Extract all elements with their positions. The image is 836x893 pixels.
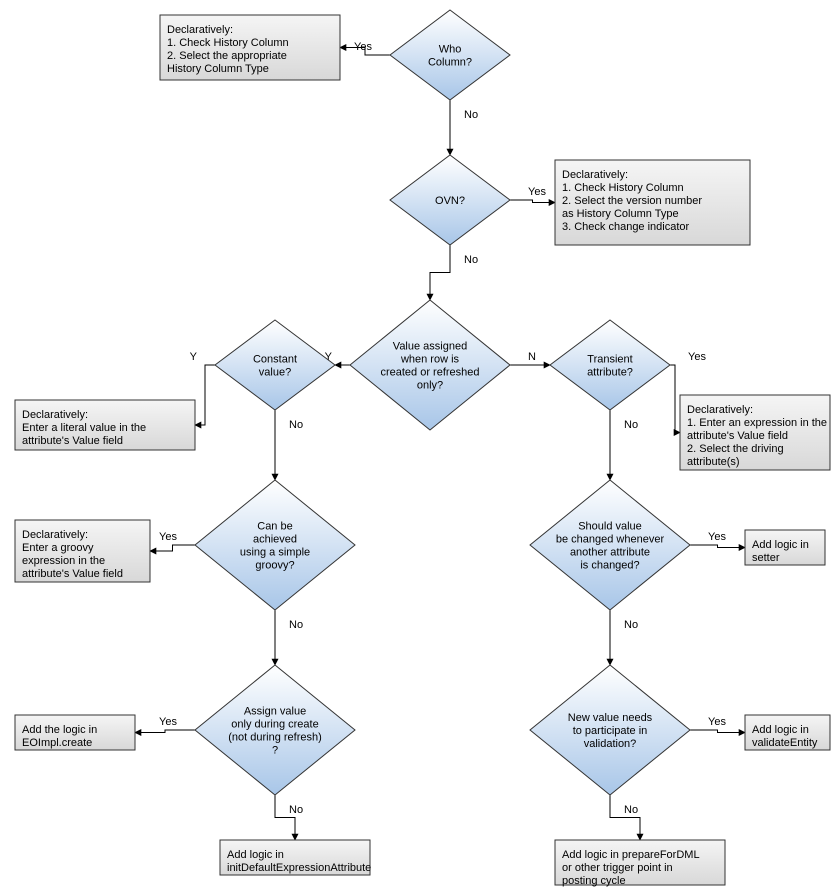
decision-label: Column? <box>428 57 472 69</box>
edge <box>690 730 745 733</box>
decision-label: Can be <box>257 521 292 533</box>
action-label: 1. Check History Column <box>562 182 684 194</box>
decision-label: achieved <box>253 534 297 546</box>
decision-label: only? <box>417 380 443 392</box>
decision-label: using a simple <box>240 547 310 559</box>
action-label: or other trigger point in <box>562 862 673 874</box>
edge <box>275 795 295 840</box>
decision-label: Constant <box>253 354 297 366</box>
decision-label: (not during refresh) <box>228 732 322 744</box>
edge-label: Yes <box>159 716 177 728</box>
edge <box>195 365 215 425</box>
action-label: Declaratively: <box>687 404 753 416</box>
decision-label: value? <box>259 367 291 379</box>
decision-label: created or refreshed <box>380 367 479 379</box>
decision-label: Should value <box>578 521 642 533</box>
action-label: 2. Select the driving <box>687 443 784 455</box>
edge <box>670 365 680 433</box>
edge-label: No <box>289 804 303 816</box>
decision-label: validation? <box>584 738 637 750</box>
action-label: History Column Type <box>167 63 269 75</box>
action-label: 2. Select the appropriate <box>167 50 287 62</box>
decision-label: Who <box>439 44 462 56</box>
decision-label: OVN? <box>435 195 465 207</box>
action-label: Add logic in <box>752 539 809 551</box>
action-label: as History Column Type <box>562 208 679 220</box>
decision-label: New value needs <box>568 712 653 724</box>
action-label: validateEntity <box>752 737 818 749</box>
decision-label: Value assigned <box>393 341 467 353</box>
edge-label: Yes <box>708 716 726 728</box>
action-label: attribute's Value field <box>22 435 123 447</box>
decision-label: be changed whenever <box>556 534 665 546</box>
action-label: Enter a groovy <box>22 542 94 554</box>
edge-label: Yes <box>528 186 546 198</box>
decision-label: only during create <box>231 719 318 731</box>
action-label: attribute's Value field <box>22 568 123 580</box>
edge-label: No <box>624 804 638 816</box>
edge-label: No <box>289 419 303 431</box>
edge-label: No <box>624 419 638 431</box>
action-label: Add logic in <box>752 724 809 736</box>
action-label: 2. Select the version number <box>562 195 702 207</box>
edge-label: No <box>289 619 303 631</box>
action-label: 1. Check History Column <box>167 37 289 49</box>
action-label: attribute(s) <box>687 456 740 468</box>
edge <box>610 795 640 840</box>
action-label: EOImpl.create <box>22 737 92 749</box>
decision-label: groovy? <box>255 560 294 572</box>
edge-label: Yes <box>354 41 372 53</box>
edge-label: No <box>464 109 478 121</box>
action-label: Add the logic in <box>22 724 97 736</box>
edge-label: No <box>464 254 478 266</box>
action-label: Declaratively: <box>22 409 88 421</box>
action-label: posting cycle <box>562 875 626 887</box>
action-label: Declaratively: <box>562 169 628 181</box>
decision-label: Transient <box>587 354 632 366</box>
action-label: 3. Check change indicator <box>562 221 690 233</box>
action-label: expression in the <box>22 555 105 567</box>
action-label: Add logic in <box>227 849 284 861</box>
edge <box>135 730 195 733</box>
action-label: Add logic in prepareForDML <box>562 849 700 861</box>
action-label: attribute's Value field <box>687 430 788 442</box>
edge-label: Y <box>190 351 198 363</box>
edge <box>430 245 450 300</box>
action-label: initDefaultExpressionAttribute <box>227 862 371 874</box>
decision-label: to participate in <box>573 725 648 737</box>
action-label: Declaratively: <box>167 24 233 36</box>
action-label: Declaratively: <box>22 529 88 541</box>
edge-label: Yes <box>688 351 706 363</box>
edge <box>510 200 555 203</box>
decision-label: attribute? <box>587 367 633 379</box>
decision-label: when row is <box>400 354 460 366</box>
flowchart-canvas: YesNoYesNoYNYNoYesNoYesNoYesNoYesNoYesNo… <box>0 0 836 893</box>
action-label: Enter a literal value in the <box>22 422 146 434</box>
decision-label: ? <box>272 745 278 757</box>
edge-label: Yes <box>708 531 726 543</box>
edge <box>690 545 745 548</box>
edge-label: No <box>624 619 638 631</box>
edge-label: Yes <box>159 531 177 543</box>
edge <box>150 545 195 551</box>
action-label: setter <box>752 552 780 564</box>
action-label: 1. Enter an expression in the <box>687 417 827 429</box>
decision-label: is changed? <box>580 560 639 572</box>
decision-label: Assign value <box>244 706 306 718</box>
edge-label: N <box>528 351 536 363</box>
decision-label: another attribute <box>570 547 650 559</box>
